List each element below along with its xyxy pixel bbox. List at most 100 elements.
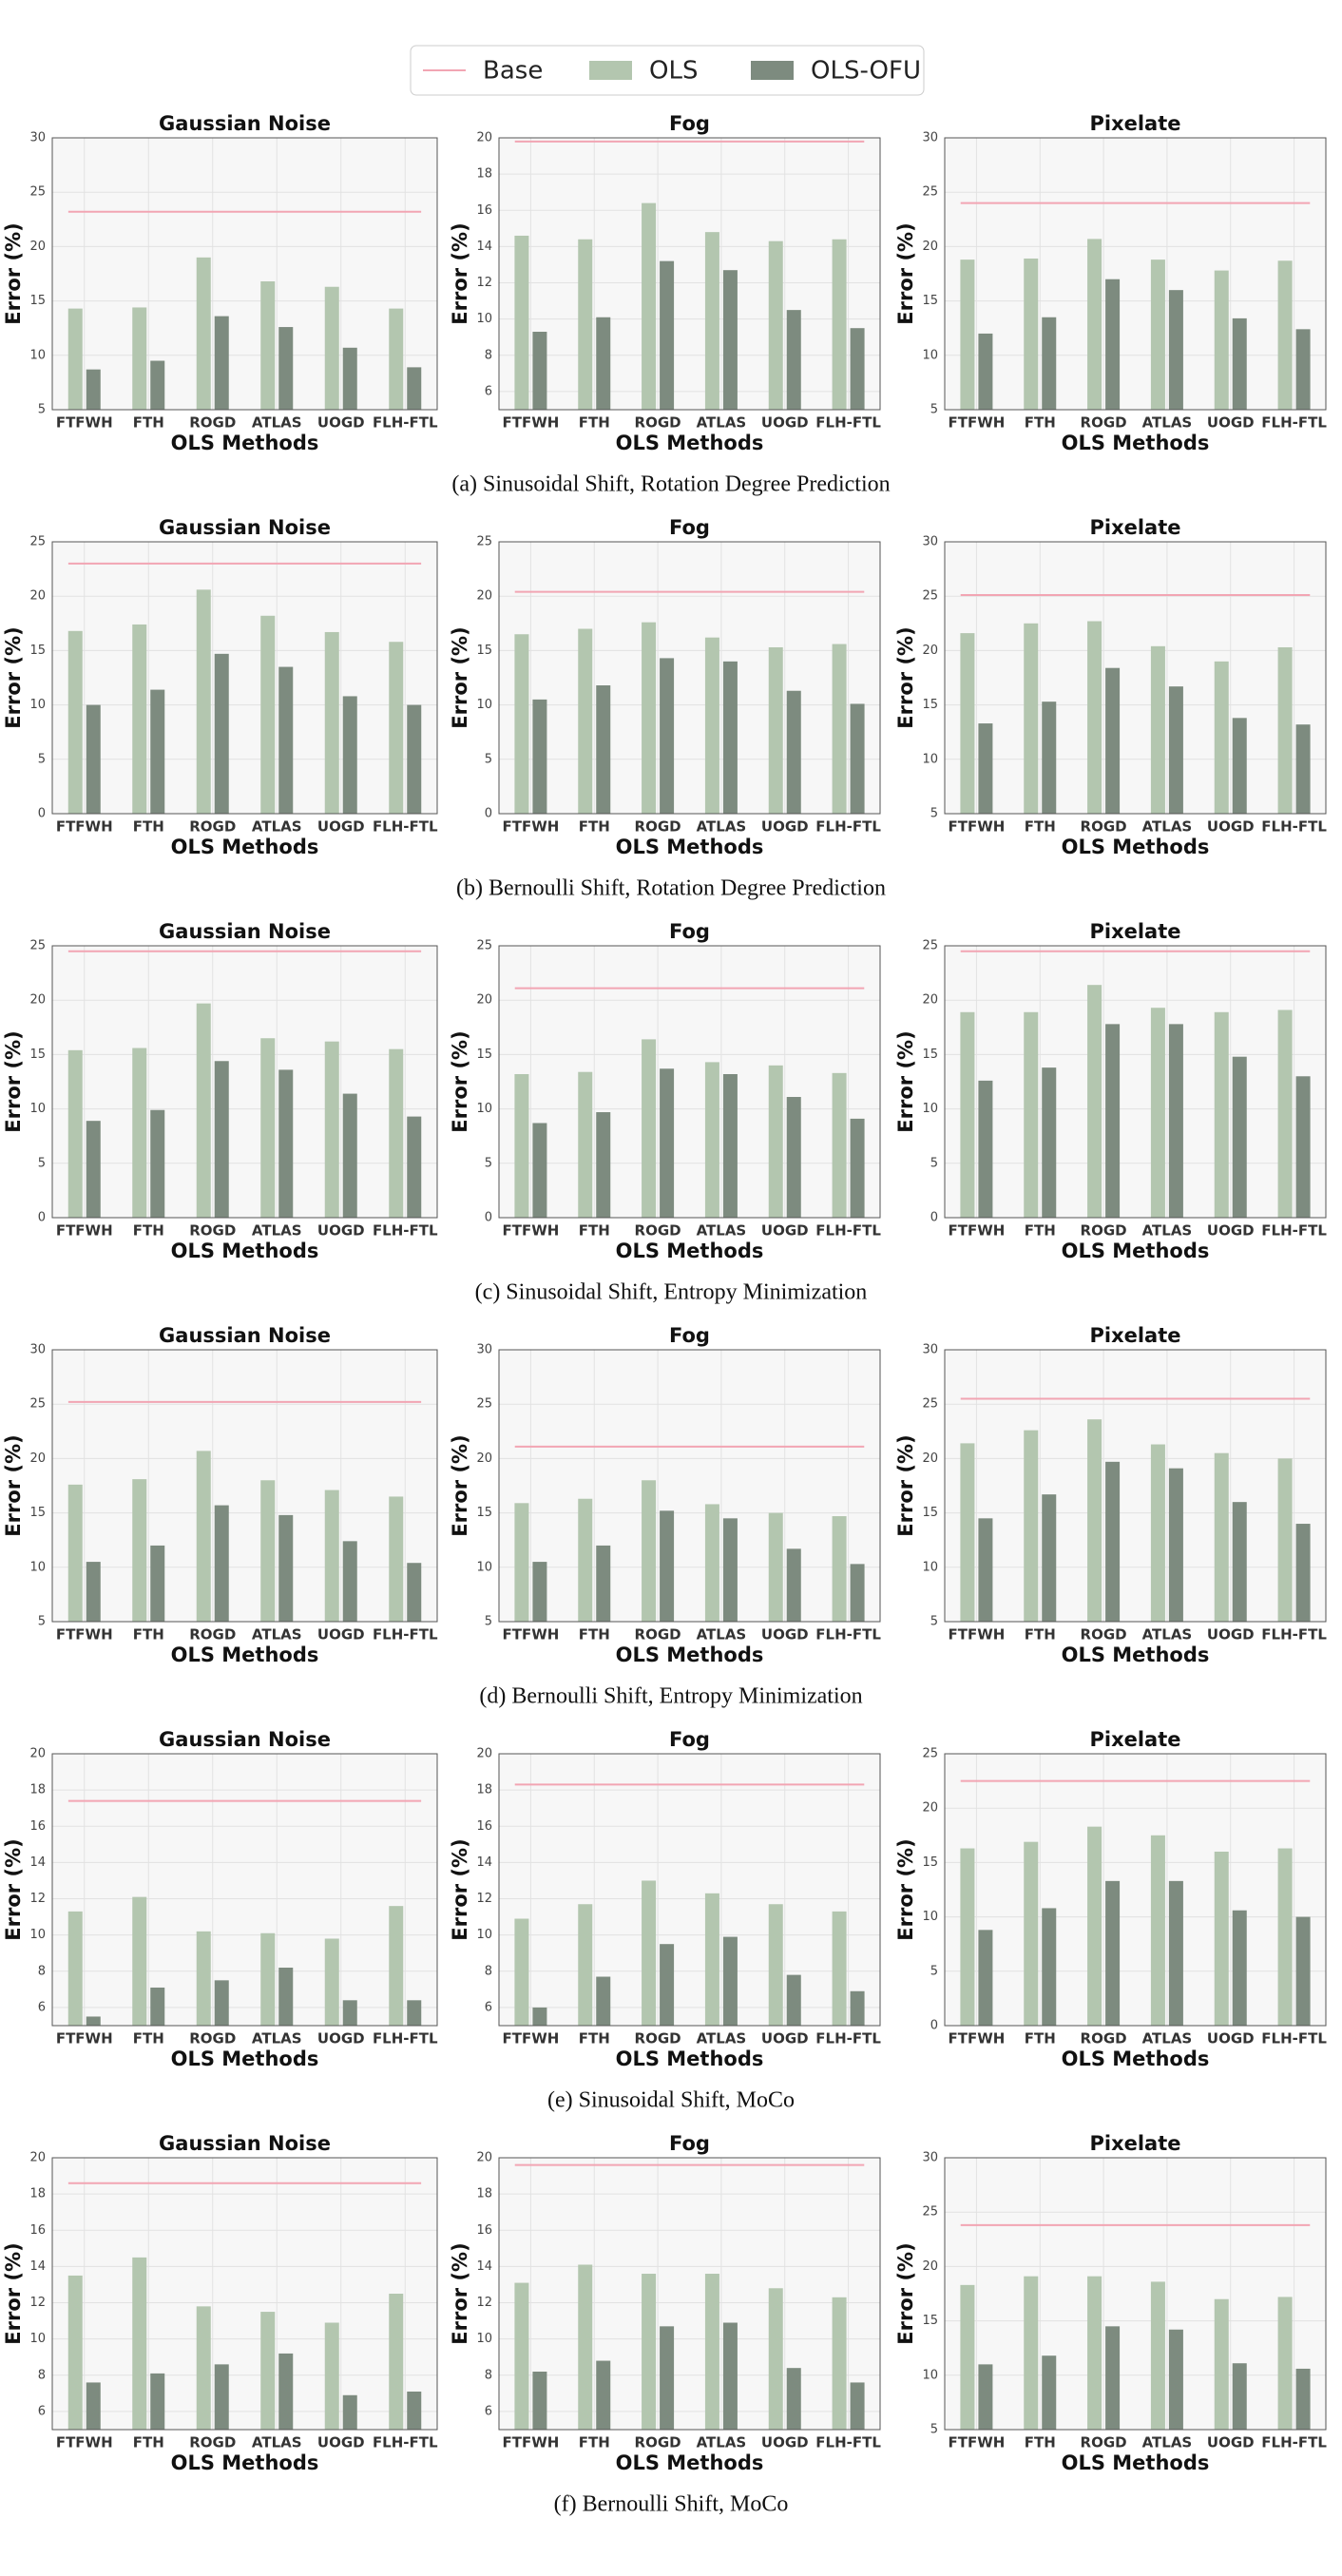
y-tick-label: 14 [476, 1855, 492, 1870]
caption: (e) Sinusoidal Shift, MoCo [547, 2088, 795, 2113]
bar [532, 2007, 547, 2026]
y-tick-label: 30 [29, 131, 46, 145]
bar [1168, 1024, 1183, 1218]
bar [67, 1049, 83, 1218]
chart-title: Gaussian Noise [159, 112, 331, 135]
bar [514, 2282, 529, 2430]
bar [1277, 1458, 1293, 1622]
plot-area [52, 1350, 437, 1622]
bar [260, 281, 276, 410]
x-tick-label: FTFWH [56, 414, 113, 432]
x-tick-label: FTFWH [503, 2434, 560, 2451]
y-tick-label: 5 [38, 1615, 46, 1629]
bar [978, 723, 993, 814]
x-axis-label: OLS Methods [1062, 2451, 1210, 2474]
x-tick-label: FLH-FTL [373, 1626, 438, 1644]
y-axis-label: Error (%) [894, 2242, 917, 2344]
y-tick-label: 25 [476, 1397, 492, 1412]
y-tick-label: 30 [29, 1343, 46, 1357]
bar [1168, 686, 1183, 814]
x-tick-label: FTH [133, 2030, 164, 2047]
x-tick-label: FTH [1025, 818, 1056, 836]
y-tick-label: 18 [476, 167, 492, 182]
x-tick-label: FTFWH [56, 1626, 113, 1644]
y-tick-label: 25 [922, 185, 938, 200]
bar [67, 1484, 83, 1622]
x-tick-label: ATLAS [1142, 818, 1193, 836]
x-tick-label: ATLAS [1142, 1222, 1193, 1240]
bar [1168, 2329, 1183, 2430]
y-axis-label: Error (%) [2, 1838, 25, 1940]
y-tick-label: 10 [29, 2332, 46, 2346]
bar [67, 308, 83, 410]
bar [407, 367, 422, 410]
y-tick-label: 10 [922, 2368, 938, 2382]
bar [850, 1564, 865, 1622]
x-tick-label: ATLAS [697, 818, 747, 836]
bar [1105, 1024, 1121, 1218]
chart-title: Gaussian Noise [159, 2132, 331, 2155]
bar [389, 1496, 404, 1622]
bar [1042, 1494, 1057, 1622]
bar [704, 637, 719, 814]
bar [389, 1048, 404, 1218]
chart-title: Gaussian Noise [159, 1728, 331, 1751]
bar [1105, 279, 1121, 410]
bar [260, 2312, 276, 2430]
y-tick-label: 25 [29, 1397, 46, 1412]
plot-area [945, 2158, 1326, 2430]
bar [389, 1906, 404, 2026]
y-tick-label: 15 [922, 698, 938, 712]
bar [596, 317, 611, 410]
bar [1277, 260, 1293, 410]
bar [86, 2016, 101, 2026]
y-axis-label: Error (%) [2, 1030, 25, 1132]
y-tick-label: 5 [38, 403, 46, 417]
plot-frame [498, 137, 881, 411]
y-tick-label: 8 [485, 1964, 492, 1978]
bar [407, 2391, 422, 2430]
bar [960, 1011, 975, 1218]
x-tick-label: ATLAS [697, 1626, 747, 1644]
y-tick-label: 20 [29, 589, 46, 604]
bar [389, 308, 404, 410]
x-tick-label: FLH-FTL [815, 1222, 881, 1240]
bar [1214, 2298, 1229, 2430]
bar [642, 622, 657, 814]
y-axis-label: Error (%) [449, 1838, 471, 1940]
x-tick-label: UOGD [317, 818, 365, 836]
bar [578, 1071, 593, 1218]
bar [1087, 985, 1102, 1218]
x-tick-label: FLH-FTL [1261, 1222, 1327, 1240]
plot-area [945, 946, 1326, 1218]
x-axis-label: OLS Methods [171, 2451, 319, 2474]
bar [1150, 260, 1165, 410]
bar [1295, 1076, 1311, 1218]
bar [832, 239, 847, 410]
x-tick-label: ATLAS [252, 414, 302, 432]
x-tick-label: FLH-FTL [815, 2434, 881, 2451]
bar [324, 631, 339, 814]
y-tick-label: 25 [476, 535, 492, 549]
y-tick-label: 10 [476, 2332, 492, 2346]
x-tick-label: FLH-FTL [815, 414, 881, 432]
x-tick-label: ATLAS [252, 2434, 302, 2451]
bar [832, 2297, 847, 2430]
x-tick-label: UOGD [761, 1222, 809, 1240]
bar [1024, 1430, 1039, 1622]
bar [342, 2000, 357, 2026]
x-axis-label: OLS Methods [1062, 836, 1210, 858]
x-tick-label: ROGD [1081, 1222, 1127, 1240]
bar [960, 1443, 975, 1622]
bar [660, 1068, 675, 1218]
bar [1105, 667, 1121, 814]
bar [1277, 2297, 1293, 2430]
x-tick-label: UOGD [761, 414, 809, 432]
bar [1295, 724, 1311, 814]
y-tick-label: 20 [476, 589, 492, 604]
bar [578, 1498, 593, 1622]
plot-frame [944, 137, 1327, 411]
y-tick-label: 15 [476, 1048, 492, 1062]
x-tick-label: ATLAS [1142, 1626, 1193, 1644]
bar [1087, 1419, 1102, 1622]
